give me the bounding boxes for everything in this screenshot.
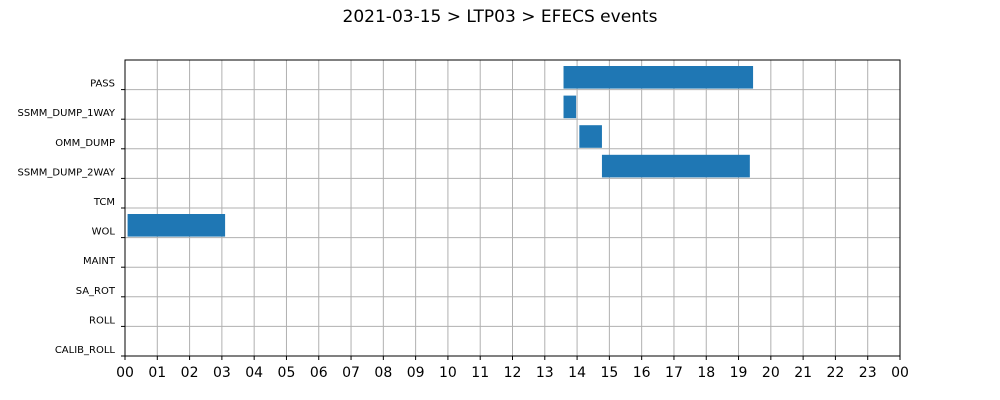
y-tick-label: SSMM_DUMP_1WAY [17,108,115,119]
x-tick-label: 09 [407,365,425,381]
x-tick-label: 10 [439,365,457,381]
plot-frame [124,59,901,357]
y-tick-label: OMM_DUMP [55,138,115,149]
event-bar-pass [563,66,754,89]
bar-layer [127,66,754,237]
x-tick-label: 17 [665,365,683,381]
x-tick-label: 04 [245,365,263,381]
x-tick-label: 08 [374,365,392,381]
x-tick-label: 21 [794,365,812,381]
x-tick-label: 05 [278,365,296,381]
y-tick-label: CALIB_ROLL [55,345,116,356]
tick-layer: 00 01 02 03 04 05 06 07 08 09 10 11 12 13 14 15 16 17 18 19… [17,79,908,381]
y-tick-label: MAINT [83,256,116,267]
y-tick-label: SSMM_DUMP_2WAY [17,167,115,178]
x-tick-label: 03 [213,365,231,381]
x-tick-label: 13 [536,365,554,381]
x-tick-label: 00 [891,365,909,381]
event-bar-ssmm-dump-1way [563,95,577,119]
x-tick-label: 01 [148,365,166,381]
chart-title: 2021-03-15 > LTP03 > EFECS events [343,7,658,27]
x-tick-label: 02 [181,365,199,381]
x-tick-label: 14 [568,365,586,381]
x-tick-label: 19 [730,365,748,381]
x-tick-label: 12 [504,365,522,381]
y-tick-label: PASS [90,79,115,90]
x-tick-label: 00 [116,365,134,381]
x-tick-label: 11 [471,365,489,381]
y-tick-label: ROLL [89,315,115,326]
x-tick-label: 06 [310,365,328,381]
x-tick-label: 15 [600,365,618,381]
grid-layer [124,60,901,356]
x-tick-label: 16 [633,365,651,381]
x-tick-label: 07 [342,365,360,381]
event-bar-omm-dump [579,125,602,148]
event-bar-wol [127,214,226,237]
x-tick-label: 22 [827,365,845,381]
y-tick-label: SA_ROT [76,286,116,297]
y-tick-label: WOL [92,227,116,238]
x-tick-label: 18 [697,365,715,381]
x-tick-label: 20 [762,365,780,381]
y-tick-label: TCM [93,197,115,208]
x-tick-label: 23 [859,365,877,381]
event-bar-ssmm-dump-2way [601,154,750,178]
